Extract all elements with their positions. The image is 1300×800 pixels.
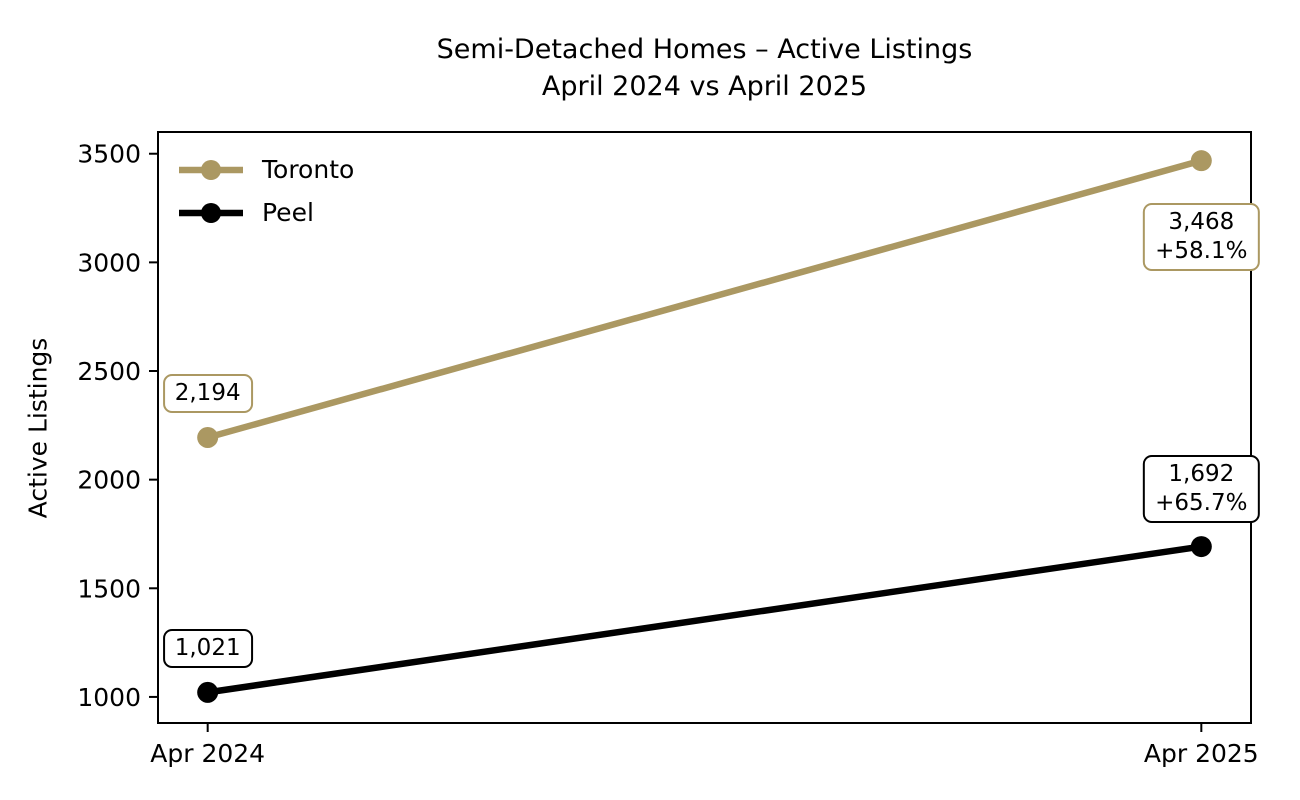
annotation-line: 3,468 xyxy=(1168,208,1235,235)
legend-line-sample xyxy=(179,159,243,180)
annotation-toronto-1: 3,468 +58.1% xyxy=(1143,202,1260,271)
chart-title-line2: April 2024 vs April 2025 xyxy=(541,71,868,102)
legend-item-peel: Peel xyxy=(179,191,354,234)
y-tick-label: 1000 xyxy=(77,683,141,712)
plot-border xyxy=(157,131,1252,724)
y-tick-label: 2500 xyxy=(77,357,141,386)
series-marker-toronto xyxy=(197,426,219,448)
series-marker-peel xyxy=(1190,536,1212,558)
y-tick-label: 2000 xyxy=(77,466,141,495)
annotation-peel-0: 1,021 xyxy=(162,629,253,669)
legend-label: Peel xyxy=(262,198,314,227)
series-line-peel xyxy=(207,543,1202,696)
chart-title-line1: Semi-Detached Homes – Active Listings xyxy=(436,34,973,65)
series-marker-peel xyxy=(197,681,219,703)
series-marker-toronto xyxy=(1190,150,1212,172)
annotation-line: 1,692 xyxy=(1168,460,1235,487)
chart-title: Semi-Detached Homes – Active Listings Ap… xyxy=(158,31,1251,105)
annotation-line: +58.1% xyxy=(1155,237,1248,264)
x-tick-label: Apr 2024 xyxy=(150,739,265,768)
annotation-line: +65.7% xyxy=(1155,489,1248,516)
y-tick-label: 3500 xyxy=(77,140,141,169)
x-tick-label: Apr 2025 xyxy=(1144,739,1259,768)
y-tick-label: 1500 xyxy=(77,574,141,603)
annotation-peel-1: 1,692 +65.7% xyxy=(1143,454,1260,523)
legend-item-toronto: Toronto xyxy=(179,148,354,191)
y-tick-label: 3000 xyxy=(77,248,141,277)
series-line-toronto xyxy=(206,157,1203,441)
annotation-line: 1,021 xyxy=(174,635,241,662)
legend-label: Toronto xyxy=(262,155,355,184)
legend-line-sample xyxy=(179,202,243,223)
legend: Toronto Peel xyxy=(179,148,354,234)
annotation-line: 2,194 xyxy=(174,380,241,407)
annotation-toronto-0: 2,194 xyxy=(162,374,253,414)
